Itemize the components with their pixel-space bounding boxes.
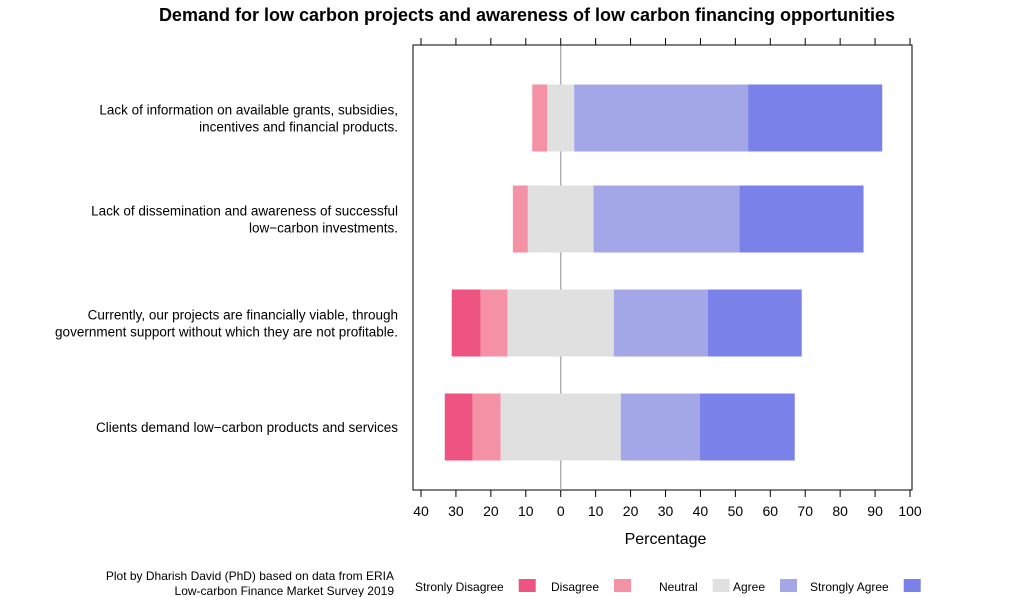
chart-title: Demand for low carbon projects and aware… bbox=[159, 5, 895, 25]
x-tick-label: 100 bbox=[898, 503, 922, 519]
x-tick-label: 40 bbox=[413, 503, 429, 519]
bar-segment-disagree bbox=[480, 289, 508, 357]
category-label: Lack of dissemination and awareness of s… bbox=[91, 204, 398, 219]
bar-segment-stronly-disagree bbox=[451, 289, 481, 357]
x-tick-label: 10 bbox=[518, 503, 534, 519]
bar-segment-agree bbox=[613, 289, 708, 357]
bar-segment-stronly-disagree bbox=[444, 393, 473, 461]
legend-label: Agree bbox=[733, 580, 765, 594]
x-tick-label: 90 bbox=[867, 503, 883, 519]
category-label: Clients demand low−carbon products and s… bbox=[96, 420, 398, 435]
legend-label: Disagree bbox=[551, 580, 599, 594]
bar-segment-agree bbox=[593, 185, 740, 253]
x-tick-label: 20 bbox=[483, 503, 499, 519]
x-axis-label: Percentage bbox=[625, 531, 707, 548]
bar-segment-disagree bbox=[532, 84, 548, 152]
bar-segment-agree bbox=[574, 84, 749, 152]
x-tick-label: 50 bbox=[728, 503, 744, 519]
category-label: Currently, our projects are financially … bbox=[88, 308, 398, 323]
caption: Low-carbon Finance Market Survey 2019 bbox=[175, 584, 395, 597]
category-label: incentives and financial products. bbox=[199, 120, 398, 135]
legend-swatch bbox=[518, 579, 536, 592]
bar-segment-strongly-agree bbox=[739, 185, 864, 253]
bar-segment-neutral bbox=[547, 84, 575, 152]
legend-swatch bbox=[903, 579, 921, 592]
category-label: low−carbon investments. bbox=[249, 221, 398, 236]
bar-segment-neutral bbox=[507, 289, 614, 357]
bar-segment-neutral bbox=[500, 393, 621, 461]
legend-swatch bbox=[614, 579, 632, 592]
x-tick-label: 70 bbox=[797, 503, 813, 519]
bar-segment-strongly-agree bbox=[699, 393, 795, 461]
x-tick-label: 30 bbox=[658, 503, 674, 519]
x-tick-label: 40 bbox=[693, 503, 709, 519]
legend-label: Neutral bbox=[659, 580, 698, 594]
legend-swatch bbox=[712, 579, 730, 592]
x-tick-label: 0 bbox=[557, 503, 565, 519]
category-label: government support without which they ar… bbox=[55, 325, 398, 340]
bar-segment-agree bbox=[620, 393, 700, 461]
bar-segment-strongly-agree bbox=[707, 289, 802, 357]
bar-segment-strongly-agree bbox=[748, 84, 883, 152]
legend-swatch bbox=[780, 579, 798, 592]
x-tick-label: 30 bbox=[448, 503, 464, 519]
x-tick-label: 20 bbox=[623, 503, 639, 519]
x-tick-label: 10 bbox=[588, 503, 604, 519]
x-tick-label: 80 bbox=[832, 503, 848, 519]
caption: Plot by Dharish David (PhD) based on dat… bbox=[106, 569, 394, 583]
bar-segment-neutral bbox=[527, 185, 594, 253]
legend-label: Strongly Agree bbox=[810, 580, 889, 594]
legend-label: Stronly Disagree bbox=[415, 580, 504, 594]
category-label: Lack of information on available grants,… bbox=[99, 103, 398, 118]
bar-segment-disagree bbox=[472, 393, 501, 461]
bar-segment-disagree bbox=[512, 185, 528, 253]
x-tick-label: 60 bbox=[762, 503, 778, 519]
